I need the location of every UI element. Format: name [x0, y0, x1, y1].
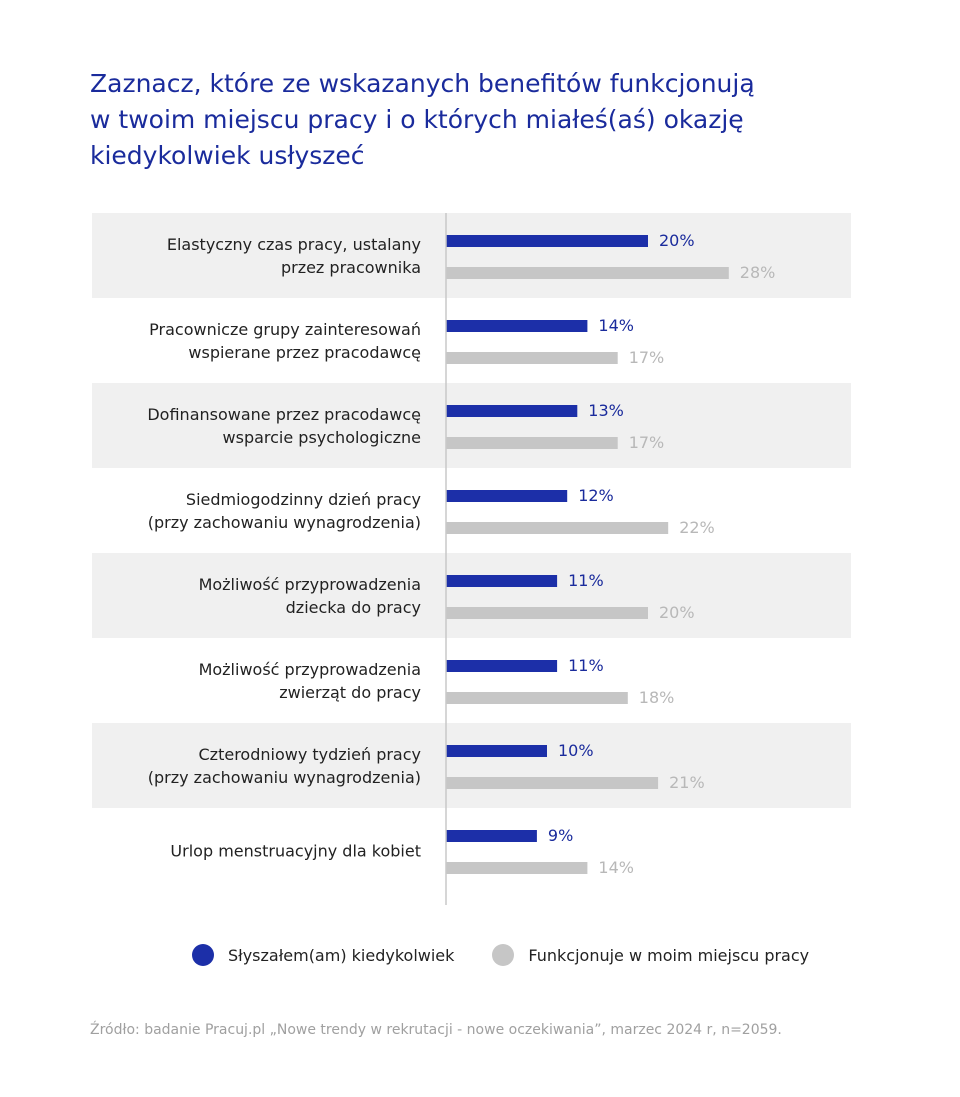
chart-title-line-3: kiedykolwiek usłyszeć [90, 141, 365, 170]
bar-heard [446, 830, 537, 842]
category-label: Urlop menstruacyjny dla kobiet [170, 842, 421, 861]
legend-item-functioning: Funkcjonuje w moim miejscu pracy [492, 944, 809, 966]
value-label-functioning: 18% [639, 688, 675, 707]
legend-label-heard: Słyszałem(am) kiedykolwiek [228, 945, 455, 965]
bar-heard [446, 235, 648, 247]
value-label-functioning: 17% [629, 433, 665, 452]
value-label-heard: 11% [568, 571, 604, 590]
bar-functioning [446, 437, 618, 449]
legend-swatch-heard [192, 944, 214, 966]
category-label: (przy zachowaniu wynagrodzenia) [148, 768, 421, 787]
source-note: Źródło: badanie Pracuj.pl „Nowe trendy w… [90, 1022, 782, 1038]
value-label-heard: 13% [588, 401, 624, 420]
row-band [92, 553, 851, 638]
category-label: Możliwość przyprowadzenia [199, 660, 421, 679]
chart-title-line-2: w twoim miejscu pracy i o których miałeś… [90, 105, 744, 134]
category-label: Siedmiogodzinny dzień pracy [186, 490, 421, 509]
legend-label-functioning: Funkcjonuje w moim miejscu pracy [528, 945, 810, 965]
bar-heard [446, 660, 558, 672]
category-label: Elastyczny czas pracy, ustalany [167, 235, 421, 254]
value-label-heard: 10% [558, 741, 594, 760]
bar-functioning [446, 692, 628, 704]
category-label: zwierząt do pracy [279, 683, 421, 702]
legend-item-heard: Słyszałem(am) kiedykolwiek [192, 944, 454, 966]
value-label-heard: 9% [548, 826, 573, 845]
value-label-functioning: 21% [669, 773, 705, 792]
bar-heard [446, 490, 568, 502]
bar-chart: Elastyczny czas pracy, ustalany przez pra… [92, 213, 851, 905]
category-label: wspierane przez pracodawcę [188, 343, 421, 362]
bar-functioning [446, 862, 588, 874]
category-label: Dofinansowane przez pracodawcę [147, 405, 421, 424]
value-label-heard: 20% [659, 231, 695, 250]
value-label-functioning: 28% [740, 263, 776, 282]
category-label: Możliwość przyprowadzenia [199, 575, 421, 594]
bar-heard [446, 575, 558, 587]
chart-title: Zaznacz, które ze wskazanych benefitów f… [90, 66, 850, 174]
value-label-heard: 11% [568, 656, 604, 675]
category-label: (przy zachowaniu wynagrodzenia) [148, 513, 421, 532]
category-label: dziecka do pracy [286, 598, 421, 617]
row-band [92, 723, 851, 808]
category-label: Pracownicze grupy zainteresowań [149, 320, 421, 339]
chart-title-line-1: Zaznacz, które ze wskazanych benefitów f… [90, 69, 755, 98]
value-label-functioning: 17% [629, 348, 665, 367]
value-label-heard: 12% [578, 486, 614, 505]
chart-legend: Słyszałem(am) kiedykolwiek Funkcjonuje w… [192, 944, 809, 966]
legend-swatch-functioning [492, 944, 515, 966]
category-label: przez pracownika [281, 258, 421, 277]
bar-functioning [446, 777, 659, 789]
bar-heard [446, 320, 588, 332]
value-label-functioning: 20% [659, 603, 695, 622]
bar-functioning [446, 352, 618, 364]
bar-heard [446, 405, 578, 417]
bar-functioning [446, 607, 648, 619]
row-band [92, 213, 851, 298]
bar-functioning [446, 522, 669, 534]
bar-heard [446, 745, 547, 757]
value-label-functioning: 14% [598, 858, 634, 877]
value-label-functioning: 22% [679, 518, 715, 537]
bar-functioning [446, 267, 729, 279]
row-band [92, 383, 851, 468]
category-label: Czterodniowy tydzień pracy [199, 745, 422, 764]
value-label-heard: 14% [598, 316, 634, 335]
category-label: wsparcie psychologiczne [223, 428, 421, 447]
